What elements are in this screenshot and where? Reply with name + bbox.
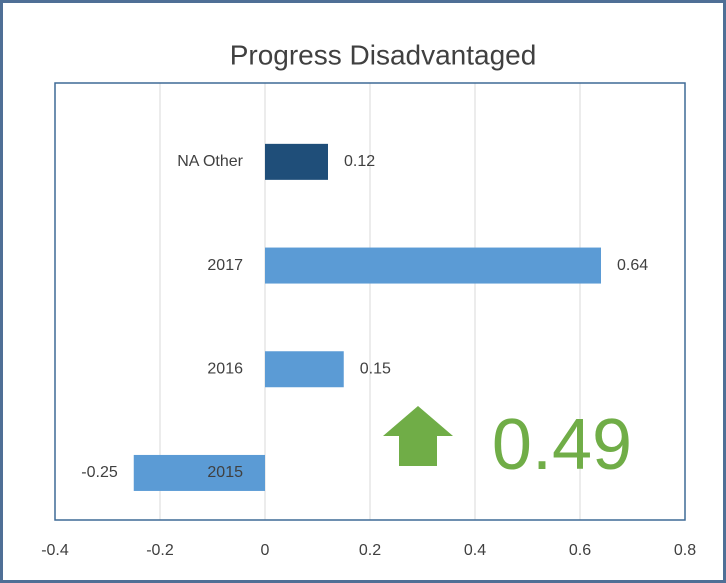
value-label: 0.64 xyxy=(617,257,648,274)
bar xyxy=(265,351,344,388)
value-label: -0.25 xyxy=(81,464,118,481)
category-label: 2015 xyxy=(207,464,243,481)
bar xyxy=(265,247,601,284)
x-tick-label: 0.6 xyxy=(569,542,591,559)
category-label: NA Other xyxy=(177,153,243,170)
category-label: 2017 xyxy=(207,257,243,274)
value-label: 0.15 xyxy=(360,360,391,377)
x-tick-label: -0.2 xyxy=(146,542,174,559)
bar xyxy=(265,143,328,180)
x-tick-label: 0 xyxy=(261,542,270,559)
marks xyxy=(133,143,601,491)
bar xyxy=(133,454,265,491)
x-tick-label: 0.4 xyxy=(464,542,486,559)
x-tick-label: 0.2 xyxy=(359,542,381,559)
annotation: 0.49 xyxy=(492,405,632,485)
plot-border xyxy=(54,82,686,521)
chart-title: Progress Disadvantaged xyxy=(230,39,537,70)
value-label: 0.12 xyxy=(344,153,375,170)
x-tick-label: -0.4 xyxy=(41,542,69,559)
x-tick-label: 0.8 xyxy=(674,542,696,559)
category-label: 2016 xyxy=(207,360,243,377)
up-arrow-icon xyxy=(383,406,453,466)
